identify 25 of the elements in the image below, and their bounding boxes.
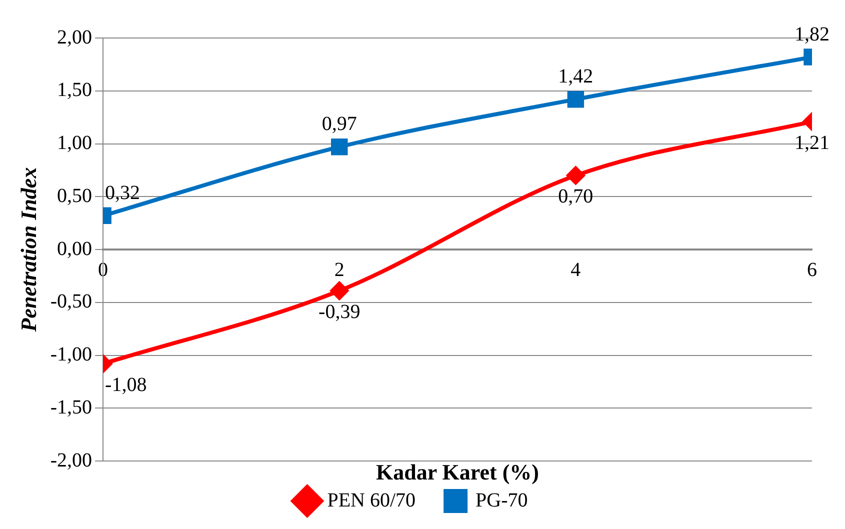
y-tick-label: 1,00 (57, 132, 92, 154)
x-tick-label: 2 (334, 258, 344, 281)
y-tick-label: 0,50 (57, 184, 92, 207)
data-label: -0,39 (318, 300, 360, 323)
data-label: 0,32 (105, 182, 140, 204)
y-tick-label: 2,00 (57, 26, 92, 48)
data-label: 0,97 (322, 113, 357, 136)
x-tick-label: 0 (98, 258, 108, 281)
y-tick-label: 0,00 (57, 238, 92, 260)
y-axis-title: Penetration Index (16, 167, 41, 333)
data-label: 1,82 (794, 23, 830, 46)
y-tick-label: 1,50 (57, 79, 92, 102)
legend-label: PEN 60/70 (327, 489, 416, 512)
data-label: 0,70 (558, 186, 594, 208)
x-axis-title: Kadar Karet (%) (376, 459, 539, 484)
y-tick-label: -2,00 (50, 449, 92, 472)
y-tick-label: -1,00 (50, 344, 92, 366)
y-tick-label: -1,50 (50, 396, 92, 418)
y-tick-label: -0,50 (50, 290, 92, 313)
data-label: 1,42 (558, 66, 594, 88)
data-label: -1,08 (105, 374, 147, 396)
x-tick-label: 6 (807, 258, 817, 281)
x-tick-label: 4 (570, 258, 581, 281)
data-label: 1,21 (794, 132, 830, 154)
legend-label: PG-70 (476, 489, 528, 512)
